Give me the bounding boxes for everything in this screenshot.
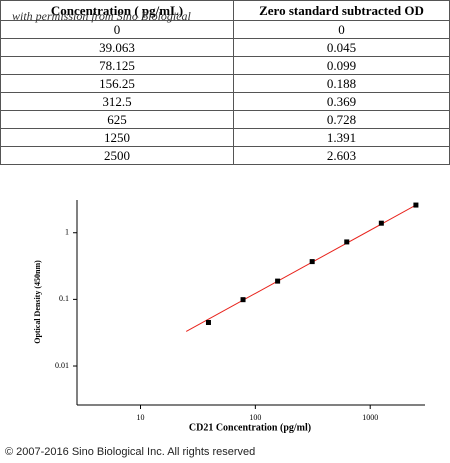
y-axis-label: Optical Density (450nm) [33, 260, 42, 344]
table-body: 0 0 39.063 0.045 78.125 0.099 156.25 0.188 312.5… [0, 20, 450, 165]
table-row: 625 0.728 [0, 110, 450, 129]
y-tick-label: 0.1 [59, 294, 69, 303]
point [275, 278, 281, 284]
point [413, 202, 419, 208]
x-tick-label: 10 [136, 413, 144, 422]
point [309, 259, 315, 265]
y-tick-label: 0.01 [55, 361, 69, 370]
table-row: 156.25 0.188 [0, 74, 450, 93]
x-tick-label: 100 [249, 413, 261, 422]
fit-line [185, 204, 417, 332]
x-axis-label: CD21 Concentration (pg/ml) [189, 422, 311, 433]
table-cell: 2.603 [233, 146, 450, 165]
x-tick-label: 1000 [362, 413, 378, 422]
footer: © 2007-2016 Sino Biological Inc. All rig… [5, 446, 256, 458]
table-cell: 156.25 [0, 74, 234, 93]
point [378, 220, 384, 226]
watermark: with permission from Sino Biological [12, 9, 191, 23]
point [205, 319, 211, 325]
point [344, 239, 350, 245]
y-tick-label: 1 [65, 228, 69, 237]
data-table: Concentration ( pg/mL) Zero standard sub… [0, 0, 450, 165]
point [240, 297, 246, 303]
table-row: 2500 2.603 [0, 146, 450, 165]
